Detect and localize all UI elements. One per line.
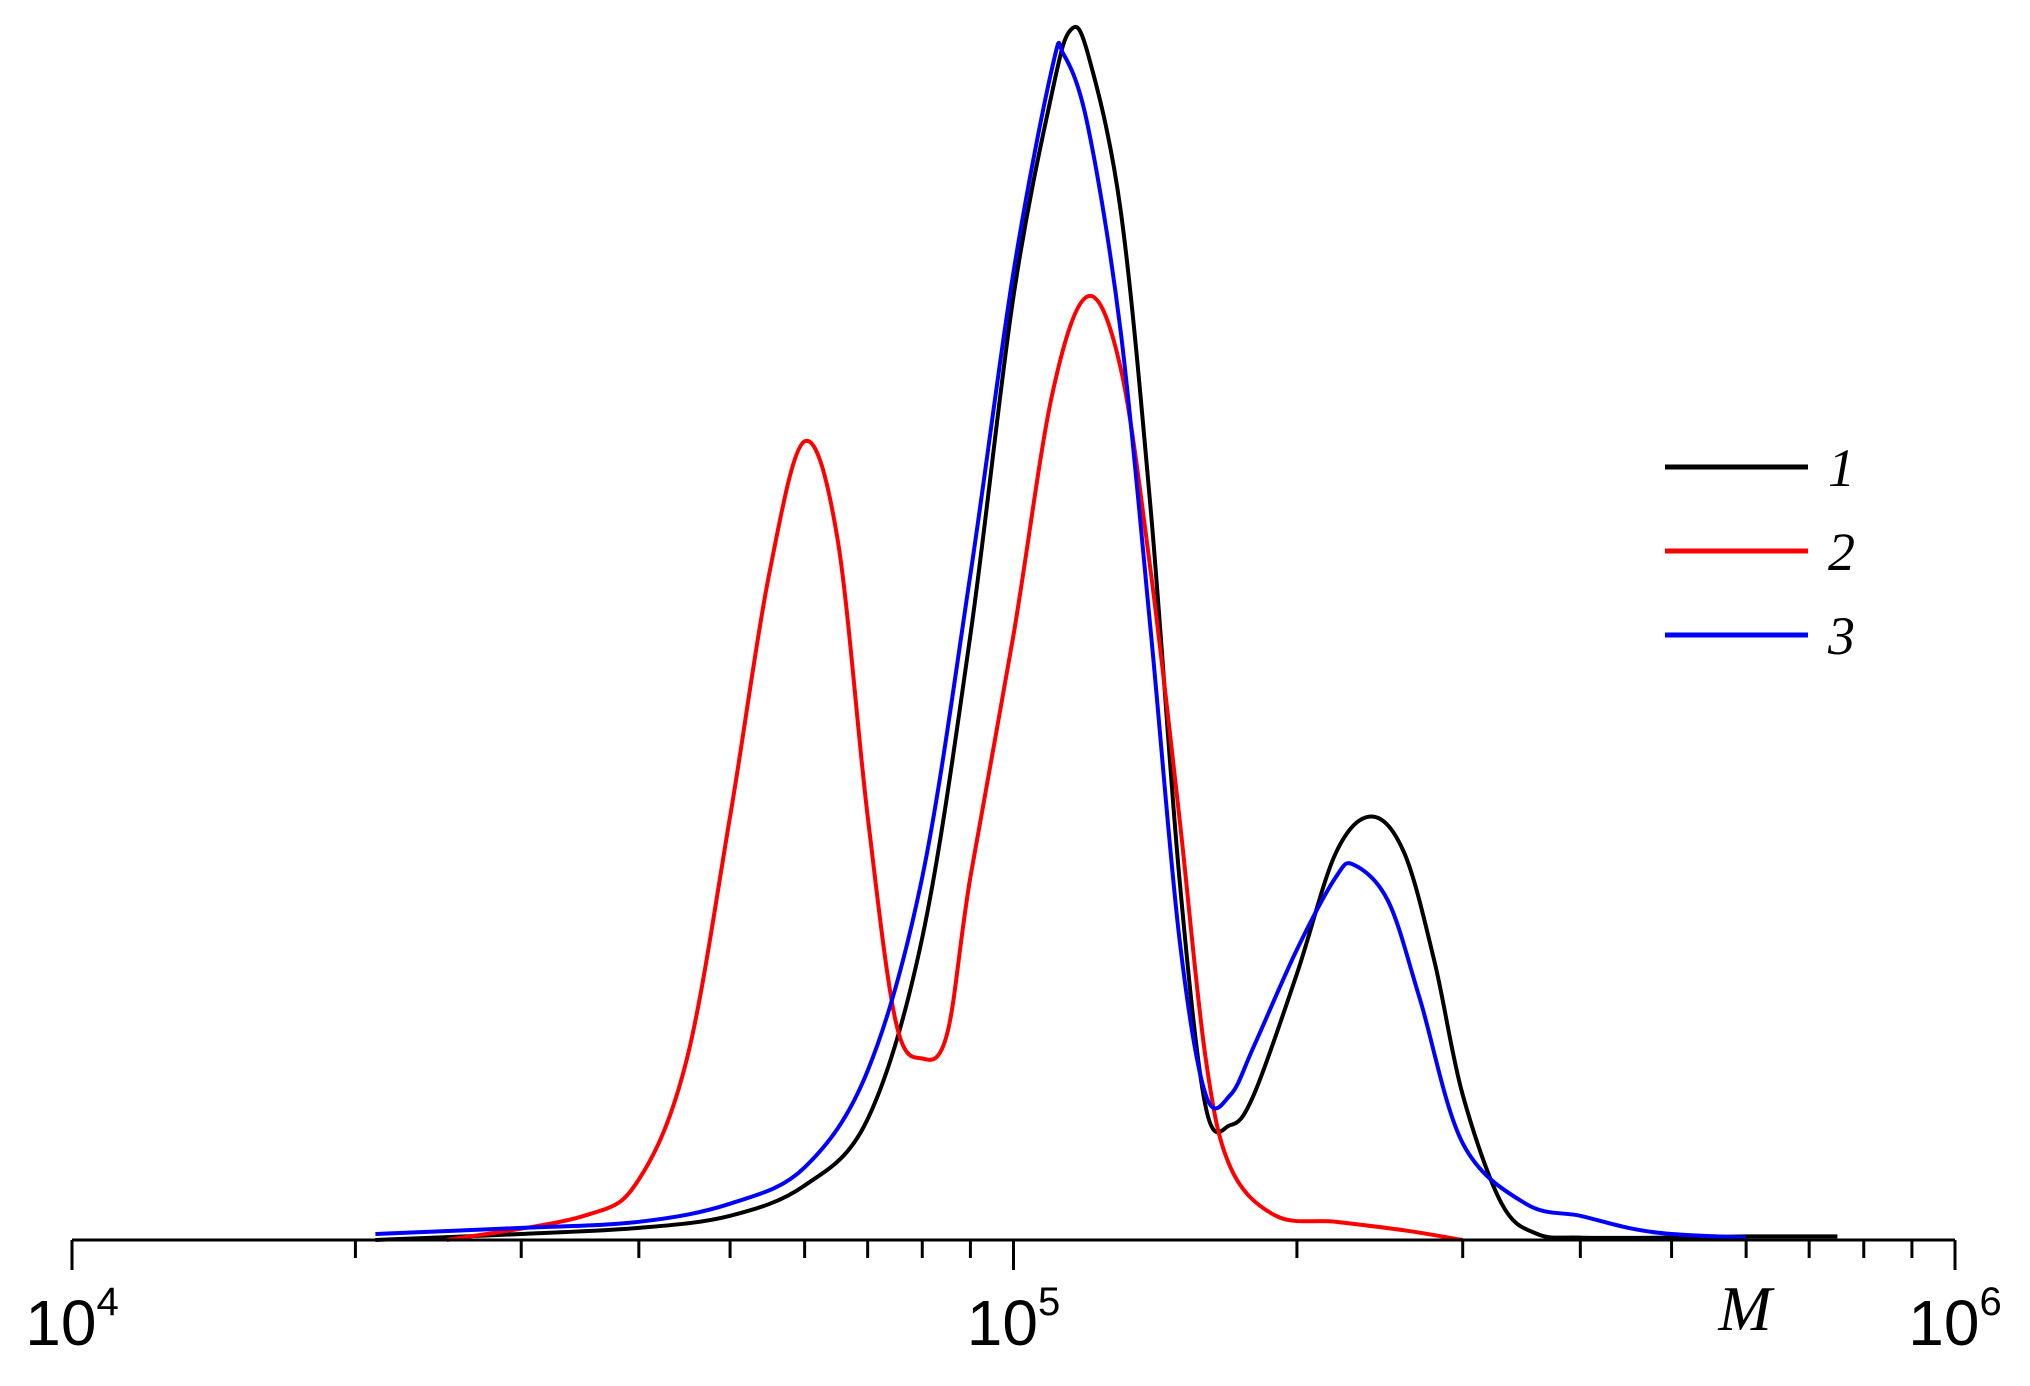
series-line-2 [446, 294, 1464, 1242]
legend-label-2: 2 [1828, 522, 1855, 582]
series-line-3 [375, 40, 1747, 1240]
legend-label-1: 1 [1828, 438, 1855, 498]
x-axis-ticks [70, 1240, 1957, 1270]
x-axis-tick-labels: 104 105 106 [25, 1280, 2001, 1359]
x-axis: 104 105 106 M [25, 1238, 2002, 1359]
legend-label-3: 3 [1827, 606, 1855, 666]
x-tick-label: 106 [1908, 1280, 2001, 1359]
x-tick-label: 104 [25, 1280, 118, 1359]
x-tick-label: 105 [967, 1280, 1060, 1359]
series-curves [375, 25, 1838, 1242]
series-line-1 [375, 25, 1838, 1242]
legend: 1 2 3 [1665, 438, 1855, 666]
x-axis-title: M [1717, 1273, 1775, 1344]
